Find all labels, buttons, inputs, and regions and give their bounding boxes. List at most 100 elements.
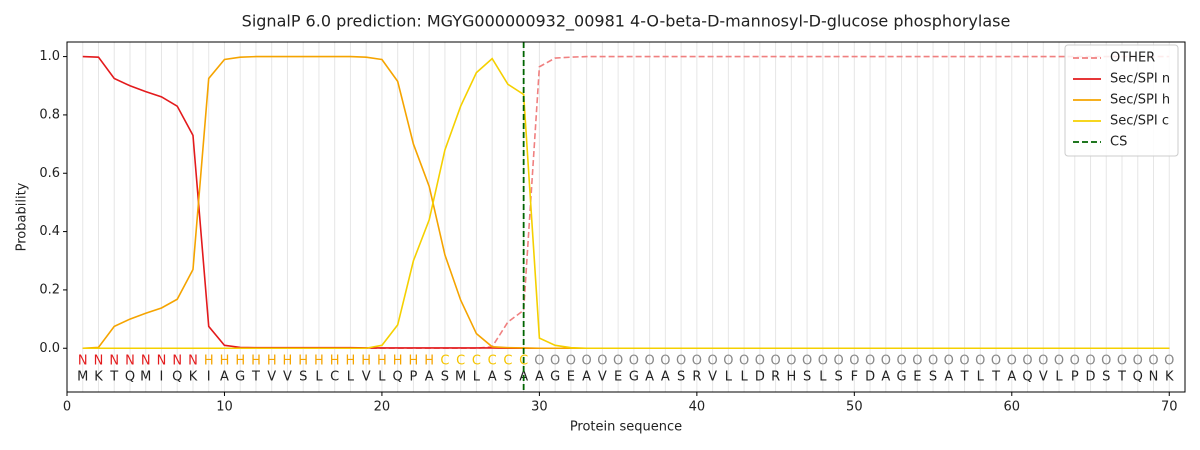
residue-label: H: [235, 354, 245, 369]
x-tick-label: 20: [374, 400, 391, 415]
residue-label: C: [488, 354, 497, 369]
series-line: [82, 55, 1170, 350]
residue-label: O: [959, 354, 969, 369]
residue-label: O: [534, 354, 544, 369]
residue-label: H: [314, 354, 324, 369]
residue: L: [378, 370, 386, 385]
residue: L: [740, 370, 748, 385]
residue-label: O: [613, 354, 623, 369]
residue-label: H: [393, 354, 403, 369]
residue-label: H: [251, 354, 261, 369]
residue-label: O: [1133, 354, 1143, 369]
x-tick-label: 70: [1161, 400, 1178, 415]
residue-label: N: [188, 354, 198, 369]
residue-label: O: [896, 354, 906, 369]
residue-label: O: [975, 354, 985, 369]
residue: A: [1007, 370, 1016, 385]
residue-label: O: [849, 354, 859, 369]
residue-label: N: [109, 354, 119, 369]
plot-frame: [66, 41, 1186, 393]
residue: S: [1102, 370, 1110, 385]
residue: E: [913, 370, 921, 385]
x-tick-label: 30: [531, 400, 548, 415]
residue-label: O: [802, 354, 812, 369]
residue: M: [77, 370, 88, 385]
residue-label: O: [550, 354, 560, 369]
residue-label: O: [723, 354, 733, 369]
legend-label: Sec/SPI h: [1110, 93, 1170, 108]
residue: V: [1039, 370, 1048, 385]
residue: F: [851, 370, 858, 385]
residue: I: [207, 370, 211, 385]
y-tick-label: 0.2: [39, 282, 60, 297]
residue: C: [330, 370, 339, 385]
x-tick-label: 60: [1004, 400, 1021, 415]
residue: A: [661, 370, 670, 385]
residue: E: [567, 370, 575, 385]
residue: K: [1165, 370, 1174, 385]
residue: Q: [1133, 370, 1143, 385]
series-line: [82, 55, 1170, 350]
residue: L: [347, 370, 355, 385]
residue-label: O: [597, 354, 607, 369]
series-line: [82, 57, 1170, 350]
legend-label: Sec/SPI c: [1110, 114, 1169, 129]
residue: V: [708, 370, 717, 385]
residue-label: C: [503, 354, 512, 369]
residue: E: [614, 370, 622, 385]
residue-label: H: [330, 354, 340, 369]
residue-label: O: [692, 354, 702, 369]
residue-label: N: [78, 354, 88, 369]
residue: A: [582, 370, 591, 385]
residue: L: [315, 370, 323, 385]
residue-label: O: [1007, 354, 1017, 369]
residue: D: [1086, 370, 1096, 385]
residue-label: C: [440, 354, 449, 369]
residue: Q: [1022, 370, 1032, 385]
residue-label: O: [739, 354, 749, 369]
residue-label: O: [1038, 354, 1048, 369]
residue-label: O: [1070, 354, 1080, 369]
residue-label: C: [456, 354, 465, 369]
residue-label: O: [1022, 354, 1032, 369]
residue-label: O: [1164, 354, 1174, 369]
residue-label: O: [645, 354, 655, 369]
residue-label: O: [1101, 354, 1111, 369]
residue-label: O: [786, 354, 796, 369]
residue: Q: [125, 370, 135, 385]
residue: M: [140, 370, 151, 385]
y-tick-label: 0.6: [39, 166, 60, 181]
x-tick-label: 50: [846, 400, 863, 415]
residue-label: N: [125, 354, 135, 369]
residue: A: [535, 370, 544, 385]
residue-label: H: [298, 354, 308, 369]
residue: V: [283, 370, 292, 385]
residue: K: [94, 370, 103, 385]
residue: A: [645, 370, 654, 385]
residue-label: O: [881, 354, 891, 369]
residue-label: N: [141, 354, 151, 369]
residue-label: H: [220, 354, 230, 369]
residue-label: O: [770, 354, 780, 369]
residue-label: O: [582, 354, 592, 369]
residue-label: H: [409, 354, 419, 369]
residue: T: [960, 370, 969, 385]
residue-label: O: [1085, 354, 1095, 369]
residue: S: [504, 370, 512, 385]
residue-label: H: [377, 354, 387, 369]
residue: L: [725, 370, 733, 385]
residue-label: O: [707, 354, 717, 369]
legend-label: CS: [1110, 135, 1127, 150]
residue: A: [881, 370, 890, 385]
residue: L: [819, 370, 827, 385]
residue: A: [220, 370, 229, 385]
x-tick-label: 40: [689, 400, 706, 415]
residue: T: [251, 370, 260, 385]
x-axis-label: Protein sequence: [570, 420, 682, 435]
residue: P: [410, 370, 418, 385]
residue-label: O: [676, 354, 686, 369]
residue: A: [425, 370, 434, 385]
residue-label: C: [472, 354, 481, 369]
residue: L: [473, 370, 481, 385]
